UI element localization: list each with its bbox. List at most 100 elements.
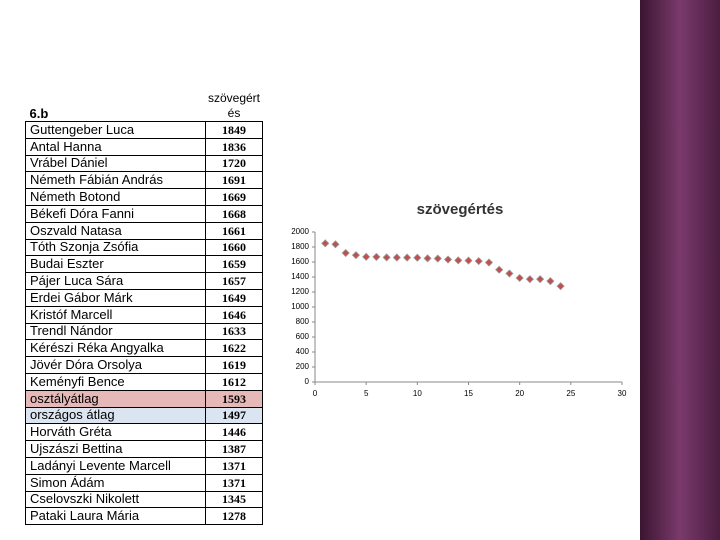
- value-cell: 1446: [205, 423, 263, 442]
- row: Kristóf Marcell 1646: [25, 305, 263, 324]
- name-cell: Vrábel Dániel: [25, 154, 206, 173]
- point: [525, 275, 534, 284]
- name-cell: Ladányi Levente Marcell: [25, 456, 206, 475]
- point: [505, 269, 514, 278]
- y-tick-label: 0: [305, 377, 310, 386]
- value-cell: 1371: [205, 473, 263, 492]
- header-cell: 6.b: [29, 106, 49, 121]
- point: [546, 277, 555, 286]
- row: Keményfi Bence 1612: [25, 372, 263, 391]
- point: [372, 252, 381, 261]
- row: Németh Botond 1669: [25, 188, 263, 206]
- row: Ujszászi Bettina 1387: [25, 440, 263, 458]
- row: Békefi Dóra Fanni 1668: [25, 204, 263, 223]
- value-cell: 1593: [205, 389, 263, 408]
- name-cell: Kérészi Réka Angyalka: [25, 339, 206, 358]
- point: [556, 282, 565, 291]
- name-cell: Simon Ádám: [25, 473, 206, 492]
- row: Pataki Laura Mária 1278: [25, 507, 263, 526]
- value-cell: 1691: [205, 171, 263, 190]
- name-cell: Antal Hanna: [25, 137, 206, 156]
- row: Vrábel Dániel 1720: [25, 154, 263, 173]
- point: [341, 248, 350, 258]
- y-tick-label: 1400: [291, 272, 309, 281]
- value-cell: 1619: [205, 356, 263, 374]
- side-panel: [640, 0, 720, 540]
- point: [403, 253, 412, 262]
- value-cell: 1660: [205, 238, 263, 257]
- name-cell: Tóth Szonja Zsófia: [25, 238, 206, 257]
- row: Horváth Gréta 1446: [25, 423, 263, 442]
- point: [443, 255, 453, 264]
- name-cell: osztályátlag: [25, 389, 206, 408]
- name-cell: Keményfi Bence: [25, 372, 206, 391]
- name-cell: Kristóf Marcell: [25, 305, 206, 324]
- point: [464, 256, 473, 265]
- point: [423, 254, 432, 263]
- row: Guttengeber Luca 1849: [25, 121, 263, 139]
- x-tick-label: 0: [313, 389, 318, 398]
- y-tick-label: 400: [296, 347, 310, 356]
- name-cell: Budai Eszter: [25, 255, 206, 274]
- y-tick-label: 1800: [291, 242, 309, 251]
- point: [351, 251, 360, 260]
- point: [474, 257, 483, 266]
- value-cell: 1278: [205, 507, 263, 526]
- name-cell: Németh Botond: [25, 188, 206, 206]
- y-tick-label: 1000: [291, 302, 309, 311]
- name-cell: Horváth Gréta: [25, 423, 206, 442]
- name-cell: Trendl Nándor: [25, 322, 206, 341]
- name-cell: Pataki Laura Mária: [25, 507, 206, 526]
- value-cell: 1622: [205, 339, 263, 358]
- point: [382, 253, 391, 262]
- x-tick-label: 30: [618, 389, 627, 398]
- y-tick-label: 600: [296, 332, 310, 341]
- y-tick-label: 200: [296, 362, 310, 371]
- point: [413, 253, 422, 262]
- value-cell: 1646: [205, 305, 263, 324]
- value-cell: 1668: [205, 204, 263, 223]
- value-cell: 1497: [205, 406, 263, 425]
- y-tick-label: 800: [296, 317, 310, 326]
- value-cell: 1387: [205, 440, 263, 458]
- header-row: 6.b szövegértés: [26, 88, 263, 122]
- row: Cselovszki Nikolett 1345: [25, 490, 263, 509]
- x-tick-label: 20: [515, 389, 524, 398]
- point: [362, 252, 371, 261]
- row: országos átlag 1497: [25, 406, 263, 425]
- name-cell: Németh Fábián András: [25, 171, 206, 190]
- name-cell: Jövér Dóra Orsolya: [25, 356, 206, 374]
- x-tick-label: 25: [566, 389, 575, 398]
- header-cell: szövegértés: [207, 91, 261, 120]
- value-cell: 1657: [205, 272, 263, 290]
- row: Kérészi Réka Angyalka 1622: [25, 339, 263, 358]
- point: [515, 273, 524, 283]
- point: [484, 258, 494, 267]
- value-cell: 1371: [205, 456, 263, 475]
- name-cell: Pájer Luca Sára: [25, 272, 206, 290]
- x-tick-label: 5: [364, 389, 369, 398]
- x-tick-label: 15: [464, 389, 473, 398]
- point: [536, 275, 545, 284]
- y-tick-label: 1600: [291, 257, 309, 266]
- row: osztályátlag 1593: [25, 389, 263, 408]
- value-cell: 1659: [205, 255, 263, 274]
- row: Tóth Szonja Zsófia 1660: [25, 238, 263, 257]
- table: 6.b szövegértés Guttengeber Luca 1849 Antal …: [25, 88, 263, 526]
- y-tick-label: 1200: [291, 287, 309, 296]
- point: [495, 265, 504, 274]
- value-cell: 1612: [205, 372, 263, 391]
- y-tick-label: 2000: [291, 227, 309, 236]
- value-cell: 1720: [205, 154, 263, 173]
- row: Trendl Nándor 1633: [25, 322, 263, 341]
- value-cell: 1345: [205, 490, 263, 509]
- name-cell: Erdei Gábor Márk: [25, 288, 206, 307]
- row: Antal Hanna 1836: [25, 137, 263, 156]
- name-cell: Guttengeber Luca: [25, 121, 206, 139]
- name-cell: Cselovszki Nikolett: [25, 490, 206, 509]
- name-cell: Ujszászi Bettina: [25, 440, 206, 458]
- row: Jövér Dóra Orsolya 1619: [25, 356, 263, 374]
- name-cell: Oszvald Natasa: [25, 221, 206, 240]
- value-cell: 1661: [205, 221, 263, 240]
